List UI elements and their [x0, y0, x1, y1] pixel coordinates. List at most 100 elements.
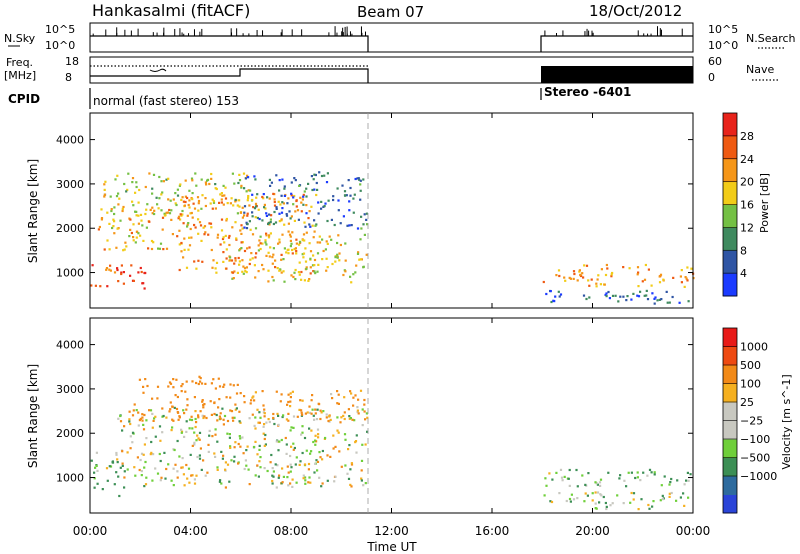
heatmap-cell	[232, 419, 235, 422]
heatmap-cell	[214, 455, 217, 458]
heatmap-cell	[321, 482, 324, 485]
heatmap-cell	[141, 224, 144, 227]
heatmap-cell	[312, 414, 315, 417]
colorbar-segment	[723, 365, 737, 384]
heatmap-cell	[647, 268, 650, 271]
heatmap-cell	[316, 408, 319, 411]
heatmap-cell	[229, 202, 232, 205]
heatmap-cell	[288, 233, 292, 236]
heatmap-cell	[314, 173, 317, 177]
colorbar-tick-label: 12	[740, 221, 754, 234]
heatmap-cell	[359, 198, 362, 201]
heatmap-cell	[191, 179, 194, 182]
heatmap-cell	[113, 206, 116, 209]
heatmap-cell	[325, 240, 328, 243]
heatmap-cell	[211, 266, 214, 269]
heatmap-cell	[243, 401, 246, 404]
heatmap-cell	[271, 479, 274, 483]
heatmap-cell	[313, 173, 316, 176]
heatmap-cell	[143, 466, 146, 469]
heatmap-cell	[93, 477, 96, 480]
heatmap-cell	[135, 236, 138, 239]
heatmap-cell	[305, 195, 308, 198]
heatmap-cell	[278, 212, 281, 215]
heatmap-cell	[641, 280, 644, 283]
heatmap-cell	[203, 225, 207, 228]
heatmap-cell	[291, 231, 294, 234]
heatmap-cell	[221, 237, 225, 241]
colorbar-tick-label: −100	[740, 433, 770, 446]
heatmap-cell	[259, 242, 262, 245]
heatmap-cell	[188, 199, 191, 202]
heatmap-cell	[209, 222, 213, 225]
heatmap-cell	[188, 206, 191, 209]
heatmap-cell	[670, 491, 673, 495]
heatmap-cell	[108, 268, 111, 271]
heatmap-cell	[308, 278, 311, 281]
heatmap-cell	[212, 200, 215, 203]
heatmap-cell	[618, 477, 621, 480]
heatmap-cell	[290, 426, 293, 429]
heatmap-cell	[293, 194, 296, 198]
heatmap-cell	[342, 414, 345, 417]
heatmap-cell	[301, 451, 304, 455]
heatmap-cell	[270, 181, 273, 184]
heatmap-cell	[318, 235, 321, 238]
heatmap-cell	[271, 275, 274, 279]
heatmap-cell	[271, 256, 274, 259]
heatmap-cell	[180, 466, 183, 469]
heatmap-cell	[350, 281, 353, 284]
heatmap-cell	[184, 200, 187, 204]
heatmap-cell	[258, 239, 261, 242]
heatmap-cell	[274, 221, 278, 224]
heatmap-cell	[132, 236, 135, 239]
y-tick-label: 3000	[56, 383, 84, 396]
heatmap-cell	[563, 276, 566, 279]
heatmap-cell	[200, 178, 203, 181]
heatmap-cell	[344, 270, 347, 273]
heatmap-cell	[317, 201, 320, 204]
heatmap-cell	[195, 439, 198, 442]
heatmap-cell	[173, 448, 176, 452]
heatmap-cell	[282, 270, 285, 273]
colorbar-segment	[723, 113, 737, 137]
heatmap-cell	[276, 267, 279, 270]
heatmap-cell	[672, 276, 675, 279]
heatmap-cell	[318, 451, 321, 454]
heatmap-cell	[220, 218, 224, 221]
heatmap-cell	[263, 415, 266, 418]
heatmap-cell	[349, 468, 352, 471]
heatmap-cell	[233, 270, 236, 273]
heatmap-cell	[160, 476, 163, 479]
heatmap-cell	[585, 264, 589, 267]
heatmap-cell	[197, 382, 200, 386]
heatmap-cell	[209, 400, 212, 403]
heatmap-cell	[683, 285, 686, 288]
heatmap-cell	[105, 268, 108, 271]
heatmap-cell	[194, 226, 197, 229]
y-tick-label: 4000	[56, 134, 84, 147]
heatmap-cell	[238, 435, 241, 438]
heatmap-cell	[337, 234, 340, 237]
heatmap-cell	[261, 242, 264, 245]
heatmap-cell	[253, 399, 256, 402]
nave-tick-top: 60	[708, 55, 722, 68]
heatmap-cell	[584, 492, 587, 495]
heatmap-cell	[276, 412, 279, 415]
heatmap-cell	[336, 187, 339, 190]
heatmap-cell	[202, 406, 205, 409]
heatmap-cell	[158, 197, 161, 200]
heatmap-cell	[269, 218, 272, 221]
heatmap-cell	[361, 443, 364, 446]
heatmap-cell	[280, 211, 284, 214]
heatmap-cell	[258, 217, 261, 221]
heatmap-cell	[149, 208, 152, 211]
heatmap-cell	[306, 411, 309, 414]
heatmap-cell	[328, 235, 331, 238]
heatmap-cell	[100, 217, 104, 220]
freq-tick-top: 18	[65, 55, 79, 68]
heatmap-cell	[140, 452, 144, 455]
heatmap-cell	[129, 447, 132, 450]
heatmap-cell	[568, 484, 571, 487]
heatmap-cell	[653, 471, 656, 474]
